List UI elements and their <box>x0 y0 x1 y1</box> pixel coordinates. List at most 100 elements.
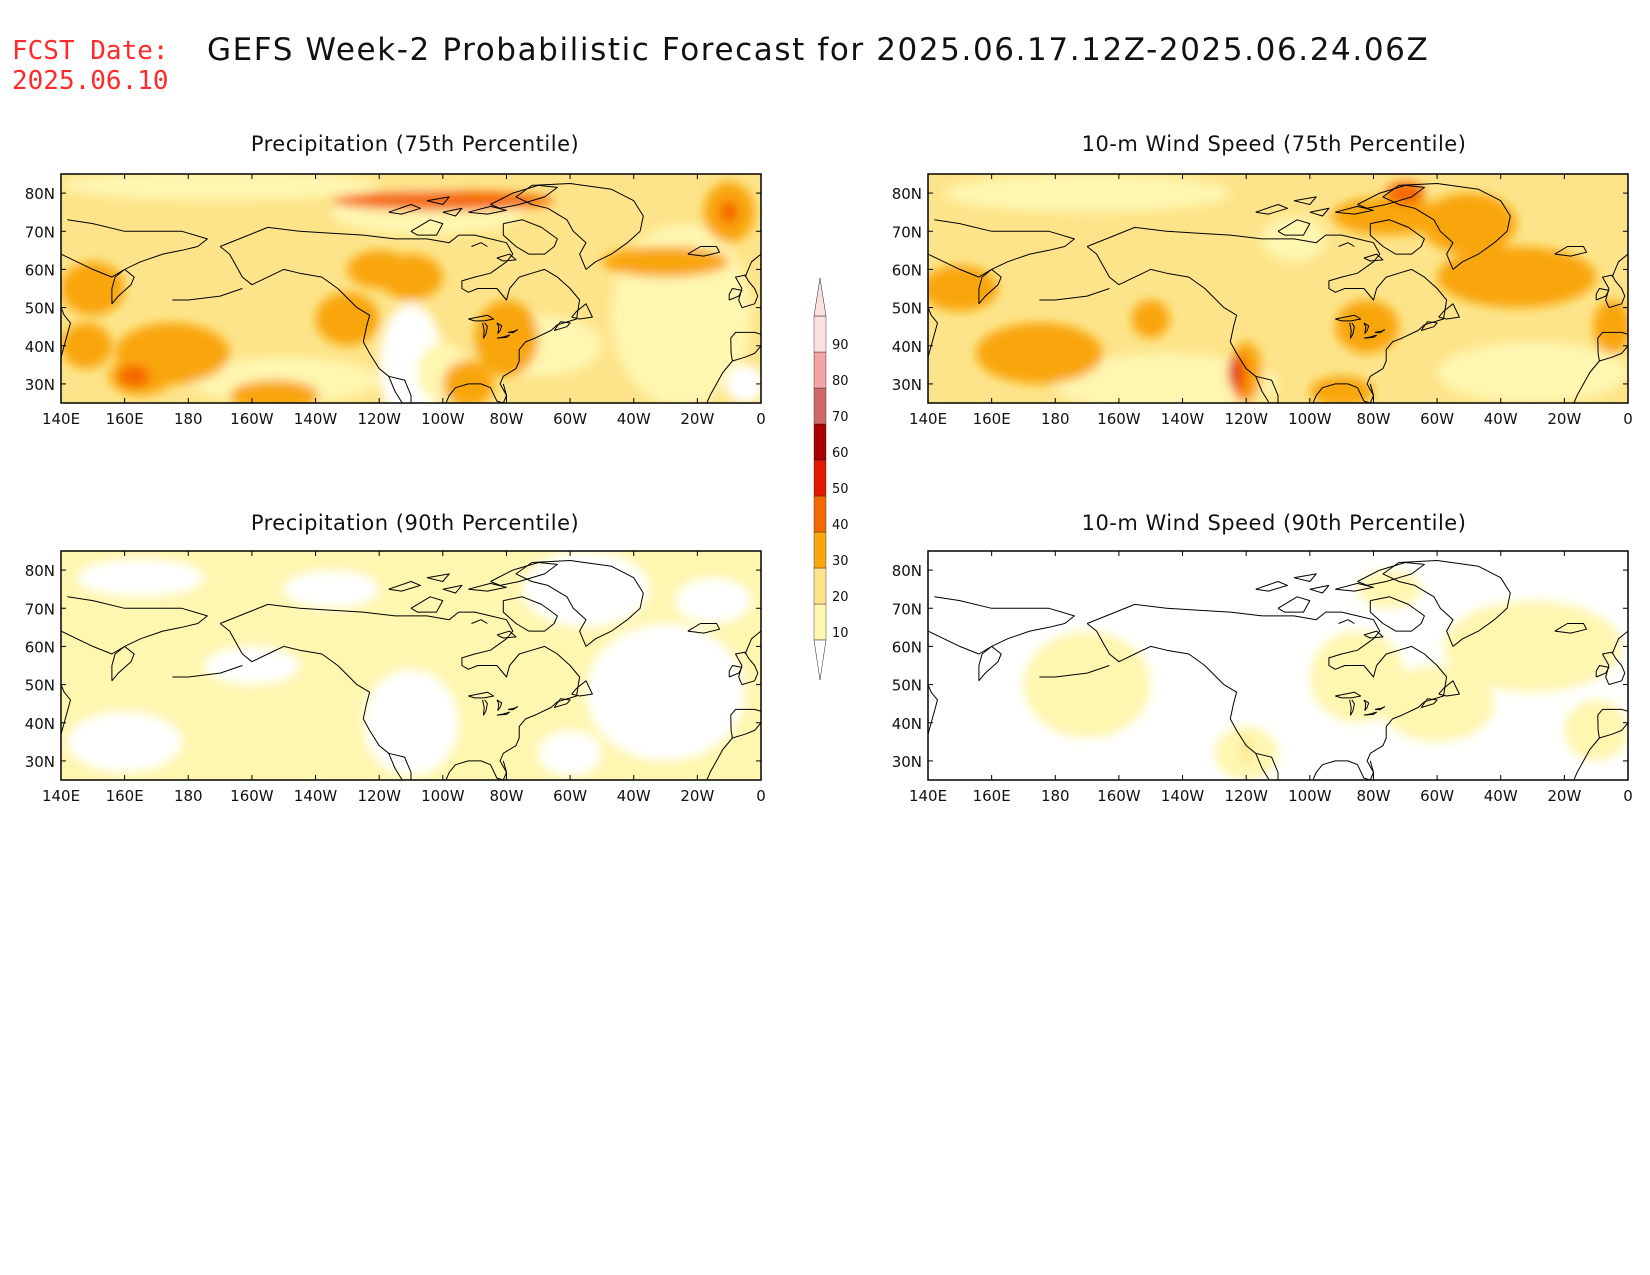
colorbar: 10 20 30 40 50 60 70 80 90 <box>813 277 849 681</box>
lat-tick-label: 30N <box>25 376 55 394</box>
colorbar-swatch <box>813 423 827 461</box>
coastline-hudsonIsl2 <box>471 619 488 624</box>
coastline-asia <box>61 219 208 278</box>
lat-tick-label: 60N <box>892 261 922 279</box>
colorbar-label: 70 <box>832 410 849 425</box>
coastline-africa <box>1573 737 1600 780</box>
coastline-newf <box>571 303 593 320</box>
coastline-nova <box>553 321 571 331</box>
lon-tick-label: 60W <box>1420 787 1454 805</box>
coastline-ireland <box>728 665 743 678</box>
lon-tick-label: 140E <box>909 787 947 805</box>
coastline-lakeOnt <box>507 329 519 334</box>
lon-tick-label: 20W <box>680 410 714 428</box>
lon-tick-label: 0 <box>1623 787 1633 805</box>
map-field <box>928 551 1628 780</box>
lat-tick-label: 40N <box>25 715 55 733</box>
lon-tick-label: 140E <box>42 787 80 805</box>
lon-tick-label: 0 <box>756 410 766 428</box>
coastline-victoria <box>410 596 444 613</box>
field-blob <box>363 669 459 777</box>
coastline-lakeSup <box>1335 314 1362 322</box>
forecast-date-label: FCST Date: <box>12 36 169 66</box>
panel-title-wind-75: 10-m Wind Speed (75th Percentile) <box>1082 132 1467 156</box>
lon-tick-label: 20W <box>1547 410 1581 428</box>
coastline-northAmerica <box>1086 603 1448 780</box>
lat-tick-label: 40N <box>892 338 922 356</box>
panel-title-wind-90: 10-m Wind Speed (90th Percentile) <box>1082 511 1467 535</box>
coastline-lakeOnt <box>507 706 519 711</box>
coastline-hudsonIsl2 <box>1338 619 1355 624</box>
field-blob <box>586 623 746 761</box>
lon-tick-label: 160E <box>106 787 144 805</box>
lat-tick-label: 80N <box>25 562 55 580</box>
colorbar-label: 30 <box>832 554 849 569</box>
lon-tick-label: 120W <box>1224 787 1268 805</box>
coastline-lakeErie <box>1363 334 1378 339</box>
lon-tick-label: 100W <box>1288 410 1332 428</box>
coastline-iberia <box>730 708 761 739</box>
coastline-lakeErie <box>496 334 511 339</box>
coastline-kamchatka <box>111 268 135 305</box>
forecast-date-value: 2025.06.10 <box>12 66 169 96</box>
coastline-asia <box>928 596 1075 655</box>
lon-tick-label: 120W <box>357 410 401 428</box>
field-blob <box>283 570 380 609</box>
lon-tick-label: 100W <box>1288 787 1332 805</box>
colorbar-label: 20 <box>832 590 849 605</box>
coastline-hudsonIsl1 <box>496 253 517 262</box>
field-blob <box>1564 699 1628 761</box>
coastline-devon <box>1335 205 1374 215</box>
lon-tick-label: 140E <box>42 410 80 428</box>
coastline-hudsonIsl2 <box>1338 242 1355 247</box>
field-blob <box>719 200 739 224</box>
lon-tick-label: 40W <box>1484 410 1518 428</box>
map-panel-precip-90: 140E 160E 180 160W 140W 120W 100W 80W 60W 40W 20W 0… <box>25 550 766 805</box>
lon-tick-label: 160W <box>230 787 274 805</box>
lon-tick-label: 40W <box>1484 787 1518 805</box>
lon-tick-label: 120W <box>357 787 401 805</box>
lon-tick-label: 160W <box>1097 410 1141 428</box>
field-blob <box>474 299 539 377</box>
field-blob <box>67 711 182 773</box>
lat-tick-label: 70N <box>892 600 922 618</box>
coastline-ellesmere <box>490 562 558 586</box>
lat-tick-label: 30N <box>892 753 922 771</box>
coastline-bajaPen <box>388 753 403 780</box>
coastline-victoria <box>410 219 444 236</box>
coastline-northAmerica <box>1086 226 1448 403</box>
field-blob <box>1023 631 1151 739</box>
lon-tick-label: 180 <box>1041 787 1070 805</box>
coastline-aleutian <box>1039 665 1110 678</box>
field-blob <box>204 646 300 685</box>
field-blob <box>1228 357 1239 388</box>
lat-tick-label: 50N <box>25 300 55 318</box>
field-blob <box>975 322 1103 384</box>
lon-tick-label: 160W <box>230 410 274 428</box>
coastline-ellesmere <box>490 184 558 209</box>
field-blob <box>1332 196 1447 236</box>
coastline-lakeMich <box>482 322 488 339</box>
coastline-hudsonIsl2 <box>471 242 488 247</box>
colorbar-label: 40 <box>832 518 849 533</box>
colorbar-swatch <box>813 387 827 425</box>
field-blob <box>943 174 1231 213</box>
colorbar-label: 80 <box>832 374 849 389</box>
coastline-aleutian <box>172 288 243 301</box>
coastline-caaC <box>426 196 450 205</box>
colorbar-label: 60 <box>832 446 849 461</box>
coastline-iceland <box>687 246 721 257</box>
coastline-kamchatka <box>978 645 1002 682</box>
coastline-iceland <box>1554 623 1588 634</box>
colorbar-label: 50 <box>832 482 849 497</box>
field-blob <box>1437 246 1597 308</box>
coastline-iberia <box>730 331 761 362</box>
coastline-lakeHur <box>1363 322 1370 334</box>
lat-tick-label: 60N <box>25 261 55 279</box>
coastline-iberia <box>1597 331 1628 362</box>
colorbar-bottom-cap <box>813 639 827 681</box>
field-blob <box>1309 376 1374 403</box>
coastline-kamchatka <box>111 645 135 682</box>
colorbar-label: 90 <box>832 338 849 353</box>
coastline-caaC <box>1293 196 1317 205</box>
